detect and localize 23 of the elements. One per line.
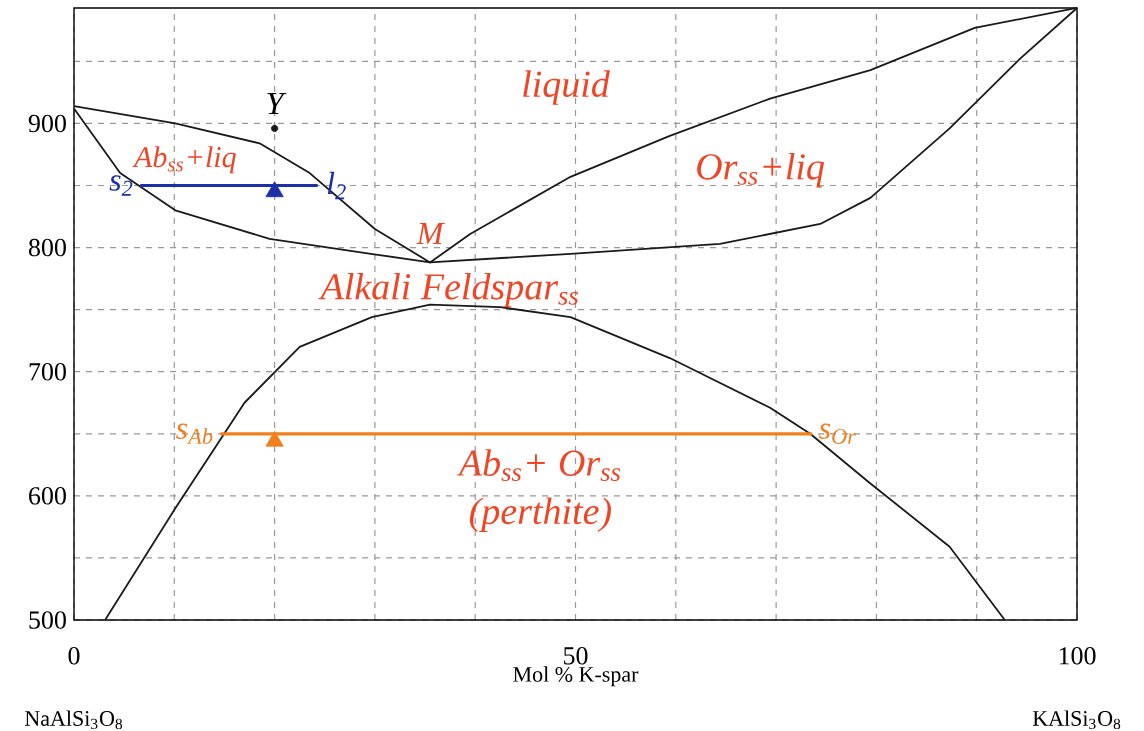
text: KAlSi$_{3}$O$_{8}$: [1032, 710, 1121, 730]
annotation: l$_{2}$: [327, 171, 346, 200]
annotation: M: [416, 223, 445, 245]
x-tick-label: 100: [1059, 647, 1096, 665]
annotation: Or$_{ss}$+liq: [697, 152, 825, 188]
annotation: s$_{2}$: [109, 175, 133, 196]
annotation: liquid: [523, 70, 610, 105]
x-axis-title: Mol % K-spar: [513, 666, 639, 687]
y-tick-label: 900: [28, 114, 66, 133]
y-tick-label: 800: [28, 238, 66, 257]
text: NaAlSi$_{3}$O$_{8}$: [24, 710, 123, 730]
annotation: Ab$_{ss}$+liq: [132, 146, 236, 174]
x-tick-label: 0: [68, 647, 80, 665]
annotation: Alkali Feldspar$_{ss}$: [318, 272, 578, 308]
y-tick-label: 600: [29, 487, 66, 505]
x-tick-label: 50: [564, 647, 588, 665]
annotation: s$_{Or}$: [819, 423, 857, 444]
annotation: Ab$_{ss}$+ Or$_{ss}$: [456, 449, 621, 481]
annotation: (perthite): [469, 497, 611, 532]
y-tick-label: 700: [29, 362, 66, 381]
annotation: s$_{Ab}$: [176, 423, 213, 444]
y-tick-label: 500: [29, 611, 66, 629]
annotation: Y: [267, 92, 287, 114]
